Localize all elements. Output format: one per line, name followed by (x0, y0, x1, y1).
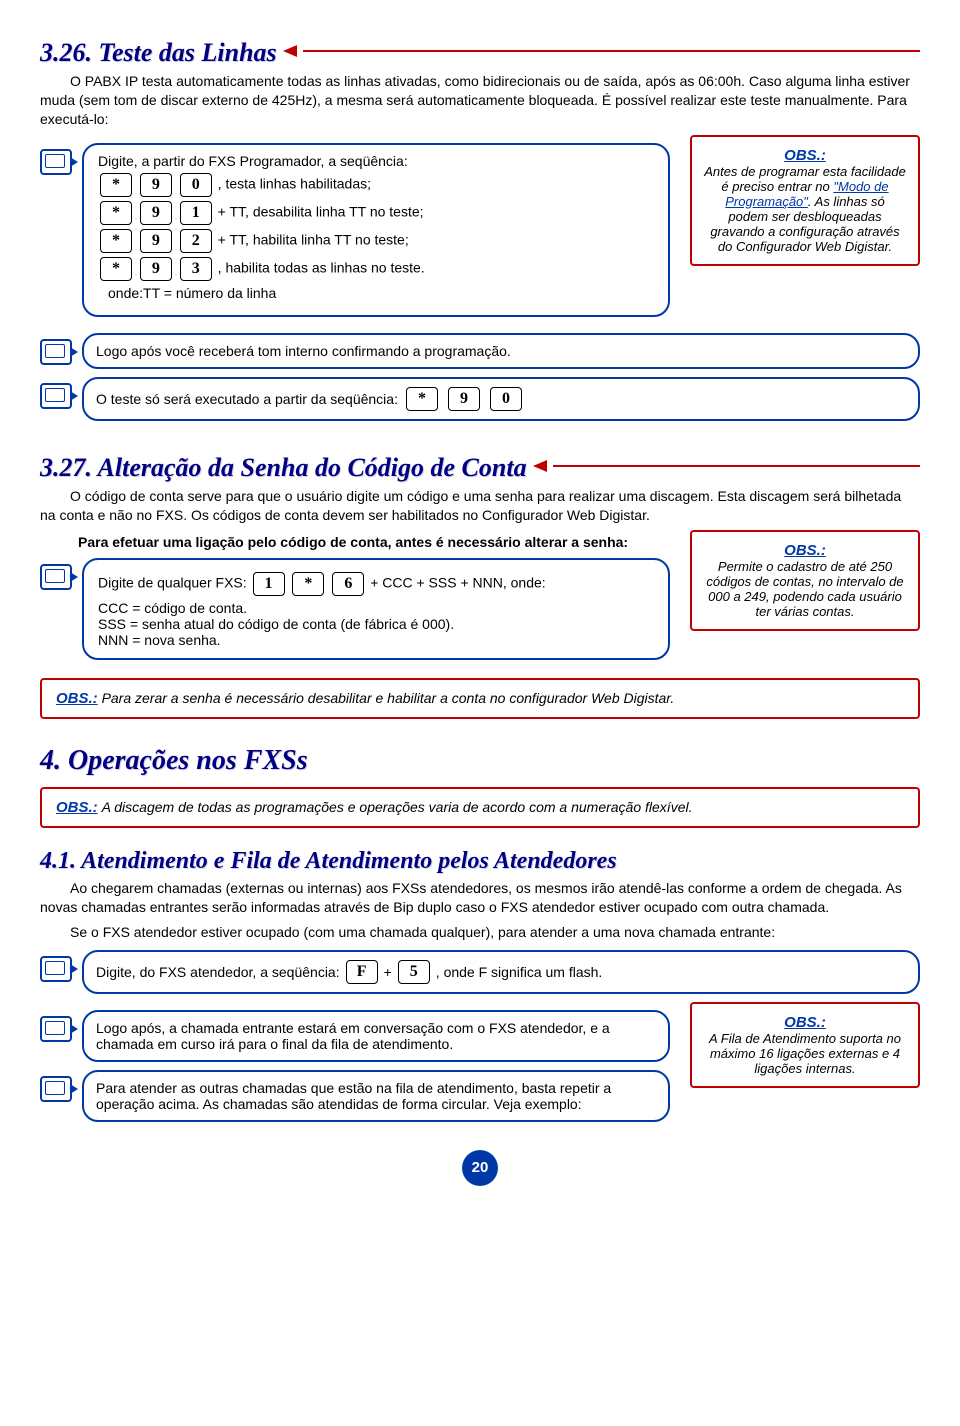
obs-label: OBS.: (56, 690, 98, 707)
seq-desc-2: + TT, desabilita linha TT no teste; (218, 203, 424, 219)
hand-pointer-icon (40, 1016, 72, 1042)
instruction-row-326-2: Logo após você receberá tom interno conf… (40, 333, 920, 369)
key-1: 1 (180, 201, 212, 225)
instruction-row-41-1: Digite, do FXS atendedor, a seqüência: F… (40, 950, 920, 994)
key-star: * (292, 572, 324, 596)
section-327-title: 3.27. Alteração da Senha do Código de Co… (40, 453, 527, 483)
key-0: 0 (490, 387, 522, 411)
testline-lead: O teste só será executado a partir da se… (96, 391, 398, 407)
instruction-row-327: Digite de qualquer FXS: 1 * 6 + CCC + SS… (40, 558, 670, 660)
key-2: 2 (180, 229, 212, 253)
key-star: * (100, 201, 132, 225)
obs-inline-4: OBS.: A discagem de todas as programaçõe… (40, 787, 920, 828)
section-326-intro: O PABX IP testa automaticamente todas as… (40, 72, 920, 129)
key-star: * (406, 387, 438, 411)
instruction-box-41-1: Digite, do FXS atendedor, a seqüência: F… (82, 950, 920, 994)
arrow-line (553, 465, 920, 467)
section-41-intro: Ao chegarem chamadas (externas ou intern… (40, 879, 920, 917)
key-star: * (100, 257, 132, 281)
instruction-box-326-3: O teste só será executado a partir da se… (82, 377, 920, 421)
seq-desc-4: , habilita todas as linhas no teste. (218, 259, 425, 275)
box3-text: Para atender as outras chamadas que estã… (96, 1080, 611, 1112)
seq-line-4: * 9 3 , habilita todas as linhas no test… (98, 257, 654, 281)
key-star: * (100, 229, 132, 253)
box2-text: Logo após, a chamada entrante estará em … (96, 1020, 610, 1052)
obs-text: A discagem de todas as programações e op… (102, 799, 693, 815)
line1-lead: Digite de qualquer FXS: (98, 575, 247, 591)
key-f: F (346, 960, 378, 984)
page-number: 20 (462, 1150, 498, 1186)
instruction-row-326-1: Digite, a partir do FXS Programador, a s… (40, 143, 670, 317)
line2: CCC = código de conta. (98, 600, 654, 616)
chapter-4-title: 4. Operações nos FXSs (40, 745, 920, 777)
obs-label: OBS.: (704, 542, 906, 559)
plus: + (384, 964, 392, 980)
seq-line-3: * 9 2 + TT, habilita linha TT no teste; (98, 229, 654, 253)
key-6: 6 (332, 572, 364, 596)
instruction-row-326-3: O teste só será executado a partir da se… (40, 377, 920, 421)
obs-label: OBS.: (704, 1014, 906, 1031)
obs-label: OBS.: (56, 799, 98, 816)
hand-pointer-icon (40, 564, 72, 590)
instruction-box-41-2: Logo após, a chamada entrante estará em … (82, 1010, 670, 1062)
arrow-left-icon (533, 460, 547, 472)
section-327-header: 3.27. Alteração da Senha do Código de Co… (40, 445, 920, 487)
lead-bold-327: Para efetuar uma ligação pelo código de … (78, 534, 670, 550)
instruction-box-41-3: Para atender as outras chamadas que estã… (82, 1070, 670, 1122)
confirm-text: Logo após você receberá tom interno conf… (96, 343, 511, 359)
instruction-box-327: Digite de qualquer FXS: 1 * 6 + CCC + SS… (82, 558, 670, 660)
instruction-row-41-3: Para atender as outras chamadas que estã… (40, 1070, 670, 1122)
key-9: 9 (448, 387, 480, 411)
instruction-box-326-2: Logo após você receberá tom interno conf… (82, 333, 920, 369)
key-9: 9 (140, 229, 172, 253)
arrow-left-icon (283, 45, 297, 57)
arrow-line (303, 50, 920, 52)
hand-pointer-icon (40, 956, 72, 982)
key-9: 9 (140, 173, 172, 197)
line3: SSS = senha atual do código de conta (de… (98, 616, 654, 632)
box1-lead: Digite, do FXS atendedor, a seqüência: (96, 964, 340, 980)
hand-pointer-icon (40, 149, 72, 175)
key-5: 5 (398, 960, 430, 984)
section-41-intro2: Se o FXS atendedor estiver ocupado (com … (40, 923, 920, 942)
obs-text: A Fila de Atendimento suporta no máximo … (704, 1031, 906, 1076)
instruction-row-41-2: Logo após, a chamada entrante estará em … (40, 1010, 670, 1062)
box1-tail: , onde F significa um flash. (436, 964, 603, 980)
obs-text: Permite o cadastro de até 250 códigos de… (704, 559, 906, 619)
obs-box-41: OBS.: A Fila de Atendimento suporta no m… (690, 1002, 920, 1088)
obs-box-326: OBS.: Antes de programar esta facilidade… (690, 135, 920, 266)
instruction-box-326-1: Digite, a partir do FXS Programador, a s… (82, 143, 670, 317)
seq-note: onde:TT = número da linha (108, 285, 654, 301)
key-1: 1 (253, 572, 285, 596)
hand-pointer-icon (40, 1076, 72, 1102)
seq-line-1: * 9 0 , testa linhas habilitadas; (98, 173, 654, 197)
key-9: 9 (140, 257, 172, 281)
line4: NNN = nova senha. (98, 632, 654, 648)
hand-pointer-icon (40, 339, 72, 365)
lead-text: Digite, a partir do FXS Programador, a s… (98, 153, 654, 169)
seq-desc-1: , testa linhas habilitadas; (218, 175, 371, 191)
section-41-title: 4.1. Atendimento e Fila de Atendimento p… (40, 848, 920, 875)
line1-tail: + CCC + SSS + NNN, onde: (370, 575, 545, 591)
seq-line-2: * 9 1 + TT, desabilita linha TT no teste… (98, 201, 654, 225)
hand-pointer-icon (40, 383, 72, 409)
key-3: 3 (180, 257, 212, 281)
obs-inline-327: OBS.: Para zerar a senha é necessário de… (40, 678, 920, 719)
obs-box-327: OBS.: Permite o cadastro de até 250 códi… (690, 530, 920, 631)
key-star: * (100, 173, 132, 197)
section-326-header: 3.26. Teste das Linhas (40, 30, 920, 72)
obs-label: OBS.: (704, 147, 906, 164)
key-9: 9 (140, 201, 172, 225)
seq-line-327: Digite de qualquer FXS: 1 * 6 + CCC + SS… (98, 572, 654, 596)
obs2-text: Para zerar a senha é necessário desabili… (102, 690, 675, 706)
seq-desc-3: + TT, habilita linha TT no teste; (218, 231, 409, 247)
section-326-title: 3.26. Teste das Linhas (40, 38, 277, 68)
key-0: 0 (180, 173, 212, 197)
section-327-intro: O código de conta serve para que o usuár… (40, 487, 920, 525)
